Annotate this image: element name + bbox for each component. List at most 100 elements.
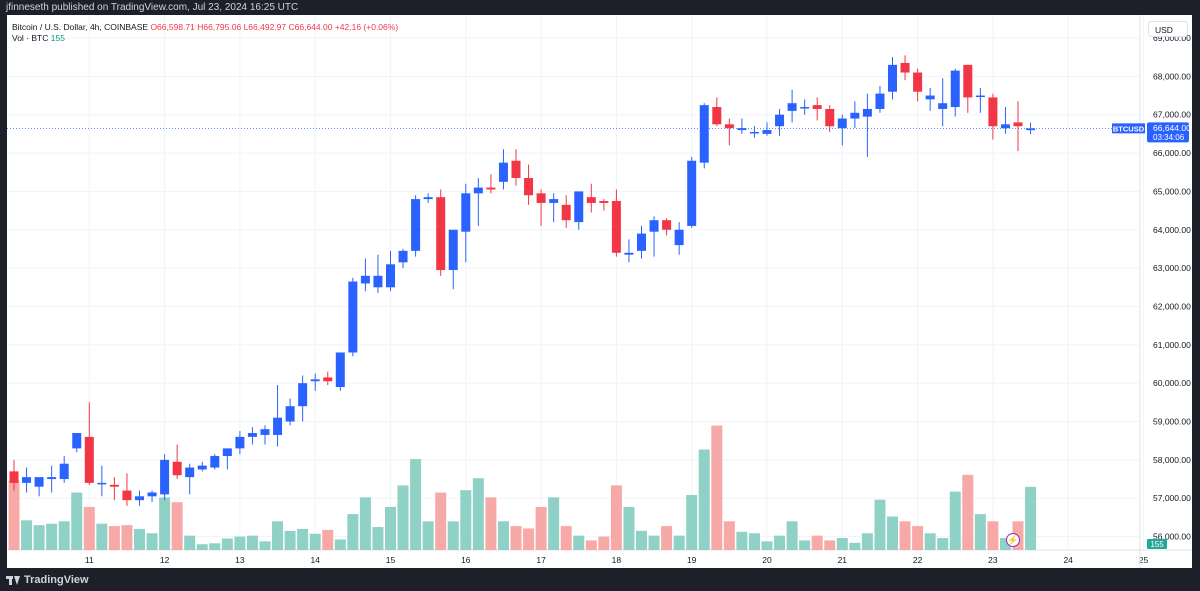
candle-body bbox=[411, 199, 421, 251]
lightning-icon[interactable]: ⚡ bbox=[1006, 533, 1020, 547]
volume-label-value: 155 bbox=[1150, 540, 1164, 549]
x-tick-label: 12 bbox=[160, 555, 170, 565]
publisher-bar: jfinneseth published on TradingView.com,… bbox=[0, 0, 1200, 15]
volume-bar bbox=[58, 521, 70, 550]
candle-body bbox=[348, 281, 358, 353]
candle-body bbox=[147, 492, 157, 497]
volume-bar bbox=[974, 514, 986, 550]
y-tick-label: 68,000.00 bbox=[1153, 71, 1191, 81]
volume-bar bbox=[987, 521, 999, 550]
volume-bar bbox=[648, 535, 660, 550]
volume-bar bbox=[887, 516, 898, 550]
volume-bar bbox=[736, 531, 748, 550]
volume-bar bbox=[485, 497, 497, 550]
candle-body bbox=[925, 95, 935, 100]
bar-countdown: 03:34:06 bbox=[1153, 133, 1185, 142]
candle-body bbox=[850, 112, 860, 119]
candle-body bbox=[97, 482, 107, 485]
volume-bar bbox=[334, 539, 346, 550]
volume-bar bbox=[146, 533, 158, 550]
volume-bar bbox=[33, 525, 45, 550]
candle-body bbox=[938, 103, 948, 109]
y-tick-label: 64,000.00 bbox=[1153, 225, 1191, 235]
candle-body bbox=[862, 108, 872, 117]
volume-bar bbox=[999, 538, 1011, 550]
volume-bar bbox=[472, 478, 484, 550]
candle-body bbox=[285, 406, 295, 422]
y-tick-label: 56,000.00 bbox=[1153, 532, 1191, 542]
candle-body bbox=[787, 103, 797, 111]
volume-bar bbox=[272, 521, 284, 550]
candle-body bbox=[988, 97, 998, 127]
volume-bar bbox=[246, 535, 258, 550]
volume-bar bbox=[309, 533, 321, 550]
volume-bar bbox=[924, 533, 936, 550]
candle-body bbox=[950, 70, 960, 108]
volume-bar bbox=[711, 425, 723, 550]
volume-bar bbox=[748, 533, 760, 550]
candle-body bbox=[975, 95, 985, 98]
candle-body bbox=[549, 199, 559, 203]
candle-body bbox=[310, 379, 320, 382]
volume-bar bbox=[234, 536, 246, 550]
candle-body bbox=[699, 105, 709, 163]
candle-body bbox=[611, 201, 621, 253]
x-tick-label: 21 bbox=[838, 555, 848, 565]
symbol-tag-text: BTCUSD bbox=[1113, 124, 1145, 133]
y-tick-label: 67,000.00 bbox=[1153, 110, 1191, 120]
x-tick-label: 25 bbox=[1139, 555, 1149, 565]
volume-bar bbox=[460, 490, 472, 550]
volume-bar bbox=[560, 526, 572, 550]
candle-body bbox=[624, 252, 634, 255]
candle-body bbox=[812, 105, 822, 109]
y-tick-label: 69,000.00 bbox=[1153, 33, 1191, 43]
volume-bar bbox=[159, 497, 171, 550]
candle-body bbox=[674, 229, 684, 246]
volume-bar bbox=[661, 526, 673, 550]
candle-body bbox=[398, 250, 408, 263]
tradingview-logo[interactable]: TradingView bbox=[6, 573, 89, 587]
volume-bar bbox=[297, 528, 309, 550]
volume-bar bbox=[21, 520, 33, 550]
volume-bar bbox=[1025, 486, 1037, 550]
x-tick-label: 24 bbox=[1063, 555, 1073, 565]
candle-body bbox=[1013, 122, 1023, 127]
volume-bar bbox=[686, 494, 698, 550]
candle-body bbox=[712, 107, 722, 125]
logo-text: TradingView bbox=[24, 574, 89, 586]
footer-bar bbox=[0, 568, 1200, 591]
currency-button[interactable]: USD bbox=[1148, 21, 1188, 37]
volume-bar bbox=[397, 485, 409, 550]
volume-bar bbox=[171, 502, 183, 550]
volume-bar bbox=[874, 499, 886, 550]
candle-body bbox=[160, 459, 170, 495]
volume-bar bbox=[548, 497, 560, 550]
volume-bar bbox=[447, 521, 459, 550]
candle-body bbox=[687, 160, 697, 226]
volume-bar bbox=[774, 535, 786, 550]
candle-body bbox=[662, 220, 672, 230]
candle-body bbox=[323, 377, 333, 382]
candle-body bbox=[599, 201, 609, 203]
y-tick-label: 60,000.00 bbox=[1153, 378, 1191, 388]
candle-body bbox=[373, 275, 383, 288]
x-tick-label: 18 bbox=[612, 555, 622, 565]
candle-body bbox=[122, 490, 132, 501]
symbol-tag bbox=[1112, 123, 1145, 134]
volume-bar bbox=[46, 523, 58, 550]
candle-body bbox=[561, 204, 571, 221]
y-tick-label: 62,000.00 bbox=[1153, 301, 1191, 311]
candle-body bbox=[386, 264, 395, 288]
tradingview-logo-icon bbox=[6, 575, 20, 585]
candle-body bbox=[473, 187, 483, 194]
volume-bar bbox=[636, 530, 647, 550]
volume-bar bbox=[322, 529, 334, 550]
candle-body bbox=[448, 229, 458, 271]
candle-body bbox=[59, 463, 69, 480]
volume-bar bbox=[849, 542, 861, 550]
candle-body bbox=[22, 477, 32, 483]
legend-high: H66,795.06 bbox=[197, 22, 242, 32]
candle-body bbox=[737, 128, 747, 131]
candle-body bbox=[210, 456, 220, 468]
